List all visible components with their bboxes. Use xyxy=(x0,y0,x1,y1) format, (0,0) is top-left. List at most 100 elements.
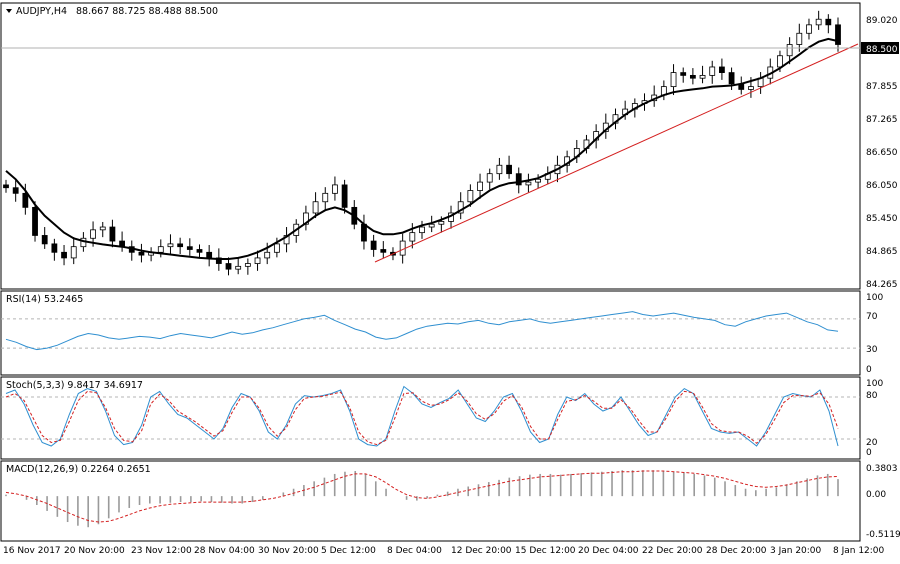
price-tick-label: 85.450 xyxy=(866,214,898,224)
candle-body xyxy=(3,184,9,189)
time-axis: 16 Nov 2017 20 Nov 20:00 23 Nov 12:00 28… xyxy=(3,546,885,556)
candle-body xyxy=(438,221,445,225)
time-label: 16 Nov 2017 xyxy=(3,546,61,556)
time-label: 3 Jan 20:00 xyxy=(770,546,822,556)
candle-body xyxy=(477,181,483,191)
stoch-tick-label: 80 xyxy=(866,391,878,401)
candle-body xyxy=(815,18,822,26)
candle-body xyxy=(322,192,329,203)
candle-body xyxy=(206,251,213,259)
candle-body xyxy=(777,55,783,68)
candle-body xyxy=(670,72,677,88)
rsi-tick-label: 30 xyxy=(866,345,878,355)
time-label: 28 Dec 20:00 xyxy=(706,546,767,556)
candle-body xyxy=(719,66,725,73)
candle-body xyxy=(341,184,348,208)
candle-body xyxy=(41,235,48,245)
candle-body xyxy=(186,246,193,250)
candle-body xyxy=(535,178,541,183)
candle-body xyxy=(80,237,87,248)
candle-body xyxy=(428,223,435,228)
candle-body xyxy=(825,18,832,26)
candle-body xyxy=(467,190,474,203)
time-label: 8 Dec 04:00 xyxy=(387,546,442,556)
last-price-value: 88.500 xyxy=(866,45,898,55)
candle-body xyxy=(32,206,38,236)
candle-body xyxy=(109,226,116,242)
candle-body xyxy=(486,173,493,183)
time-label: 22 Dec 20:00 xyxy=(642,546,703,556)
rsi-label: RSI(14) 53.2465 xyxy=(6,294,83,305)
candle-body xyxy=(361,223,367,242)
candle-body xyxy=(419,226,425,234)
time-label: 28 Nov 04:00 xyxy=(194,546,255,556)
price-tick-label: 86.050 xyxy=(866,181,898,191)
candle-body xyxy=(699,74,706,79)
collapse-arrow-icon[interactable] xyxy=(6,9,12,13)
candle-body xyxy=(215,257,222,264)
time-label: 8 Jan 12:00 xyxy=(833,546,885,556)
stoch-label: Stoch(5,3,3) 9.8417 34.6917 xyxy=(6,380,143,391)
candle-body xyxy=(806,24,812,34)
stoch-tick-label: 20 xyxy=(866,438,878,448)
candle-body xyxy=(254,257,261,264)
time-label: 20 Nov 20:00 xyxy=(64,546,125,556)
trend-line xyxy=(374,43,859,263)
candle-body xyxy=(796,32,803,45)
candle-body xyxy=(235,265,242,270)
candle-body xyxy=(380,249,387,253)
candle-body xyxy=(332,184,338,194)
last-price-badge xyxy=(861,42,899,54)
candle-body xyxy=(12,187,19,194)
macd-label: MACD(12,26,9) 0.2264 0.2651 xyxy=(6,464,151,475)
rsi-tick-label: 100 xyxy=(866,293,883,303)
candle-body xyxy=(167,243,174,248)
price-panel xyxy=(0,2,861,290)
stoch-main-line xyxy=(5,385,839,447)
rsi-line xyxy=(5,311,839,351)
macd-signal-line xyxy=(5,470,839,523)
candle-body xyxy=(689,74,696,79)
price-tick-label: 87.855 xyxy=(866,82,898,92)
time-label: 20 Dec 04:00 xyxy=(578,546,639,556)
candle-body xyxy=(312,201,319,214)
candle-body xyxy=(709,66,716,76)
rsi-tick-label: 0 xyxy=(866,365,872,375)
time-label: 30 Nov 20:00 xyxy=(258,546,319,556)
candle-body xyxy=(506,164,512,175)
time-label: 15 Dec 12:00 xyxy=(515,546,576,556)
time-label: 23 Nov 12:00 xyxy=(131,546,192,556)
candle-body xyxy=(157,246,164,253)
ohlc-label: 88.667 88.725 88.488 88.500 xyxy=(76,6,218,17)
candle-body xyxy=(51,243,58,253)
candle-body xyxy=(399,240,406,256)
candle-body xyxy=(409,232,416,242)
candle-body xyxy=(244,263,251,267)
rsi-tick-label: 70 xyxy=(866,312,878,322)
candle-body xyxy=(370,240,377,250)
stoch-tick-label: 100 xyxy=(866,379,883,389)
symbol-label: AUDJPY,H4 xyxy=(16,6,67,17)
stoch-signal-line xyxy=(5,390,839,446)
candle-body xyxy=(225,263,232,270)
candle-body xyxy=(264,251,271,259)
macd-tick-label: 0.3803 xyxy=(866,464,898,474)
candle-body xyxy=(61,251,67,259)
price-tick-label: 89.020 xyxy=(866,16,898,26)
moving-average-line xyxy=(5,37,839,260)
candle-body xyxy=(99,226,106,231)
candle-body xyxy=(273,243,280,253)
candle-body xyxy=(177,243,184,248)
macd-tick-label: -0.5119 xyxy=(866,530,900,540)
candle-body xyxy=(90,229,96,239)
candle-body xyxy=(748,86,754,90)
macd-panel xyxy=(0,460,861,542)
candle-body xyxy=(728,72,735,85)
candle-body xyxy=(525,181,532,186)
price-tick-label: 84.865 xyxy=(866,247,898,257)
candle-body xyxy=(786,44,793,57)
candle-body xyxy=(835,24,841,45)
time-label: 5 Dec 12:00 xyxy=(321,546,376,556)
candle-body xyxy=(680,72,687,76)
